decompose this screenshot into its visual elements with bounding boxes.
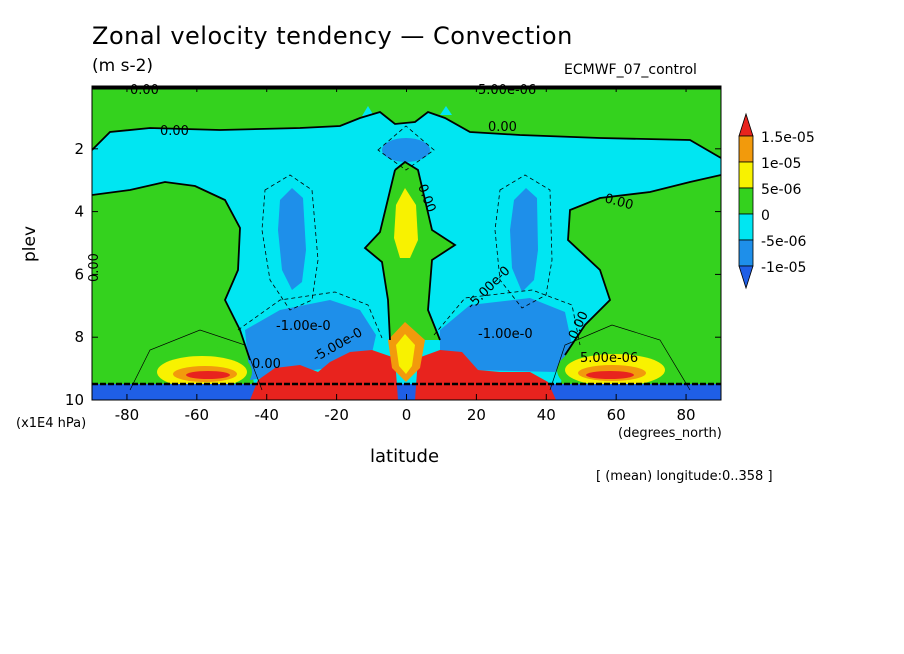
colorbar-segment xyxy=(738,213,754,241)
colorbar-segment xyxy=(738,161,754,189)
colorbar-bottom-arrow xyxy=(738,265,754,290)
x-tick-label: -80 xyxy=(115,406,140,424)
chart-title: Zonal velocity tendency — Convection xyxy=(92,22,573,50)
fill-blue-surface-band xyxy=(92,384,721,400)
x-tick-label: 20 xyxy=(467,406,486,424)
contour-label: 5.00e-06 xyxy=(478,83,536,98)
contour-line-zero-right xyxy=(564,174,721,356)
fill-blue-lower-right xyxy=(440,298,572,372)
contour-label: 0.00 xyxy=(488,120,517,135)
contour-line-zero-left xyxy=(92,181,251,361)
x-tick-label: -20 xyxy=(324,406,349,424)
fill-yellow-equator-bottom xyxy=(396,334,415,374)
x-tick-label: -60 xyxy=(185,406,210,424)
y-axis-ticks: 2 4 6 8 10 xyxy=(65,140,721,409)
fill-yellow-equatorial xyxy=(394,188,418,258)
contour-label: -1.00e-0 xyxy=(276,319,331,334)
x-axis-label: latitude xyxy=(370,446,440,467)
contour-line-pos-lower-left xyxy=(129,329,263,391)
fill-red-surface-center-right xyxy=(415,350,556,400)
contour-label: 0.00 xyxy=(130,83,159,98)
fill-green-right xyxy=(560,175,721,390)
y-axis-units: (x1E4 hPa) xyxy=(16,416,87,431)
contour-label: 0.00 xyxy=(603,191,635,213)
colorbar-label: 0 xyxy=(761,208,770,224)
fill-blue-left-column xyxy=(278,188,306,290)
fill-blue-upper-tropical xyxy=(382,138,430,162)
x-axis-units: (degrees_north) xyxy=(618,426,722,441)
contour-line-neg-lower-left xyxy=(237,291,383,339)
x-tick-label: 40 xyxy=(537,406,556,424)
contour-line-zero-upper xyxy=(92,110,721,159)
dataset-label: ECMWF_07_control xyxy=(564,62,697,78)
y-tick-label: 6 xyxy=(74,265,84,283)
contour-label: 5.00e-06 xyxy=(580,351,638,366)
chart-units: (m s-2) xyxy=(92,56,154,76)
x-tick-label: 80 xyxy=(677,406,696,424)
colorbar-label: 1.5e-05 xyxy=(761,130,815,146)
colorbar-segment xyxy=(738,135,754,163)
contour-label: 0.00 xyxy=(160,124,189,139)
contour-label: -1.00e-0 xyxy=(478,327,533,342)
colorbar-segment xyxy=(738,187,754,215)
colorbar-label: 5e-06 xyxy=(761,182,801,198)
contour-line-neg-lower-right xyxy=(433,289,581,346)
x-tick-label: 0 xyxy=(402,406,412,424)
fill-cyan-hole-1 xyxy=(362,106,374,116)
colorbar-label: -1e-05 xyxy=(761,260,806,276)
colorbar: 1.5e-05 1e-05 5e-06 0 -5e-06 -1e-05 xyxy=(738,112,815,290)
contour-label: 0.00 xyxy=(87,253,102,282)
contour-fills xyxy=(92,86,721,400)
colorbar-label: 1e-05 xyxy=(761,156,801,172)
y-tick-label: 8 xyxy=(74,328,84,346)
x-tick-label: 60 xyxy=(607,406,626,424)
contour-line-neg-right xyxy=(494,174,553,309)
contour-line-neg-upper xyxy=(377,125,435,171)
contour-line-zero-center xyxy=(363,160,457,341)
fill-blue-right-column xyxy=(510,188,538,292)
colorbar-segment xyxy=(738,239,754,267)
contour-line-pos-lower-right xyxy=(549,324,691,391)
colorbar-top-arrow xyxy=(738,112,754,137)
y-tick-label: 2 xyxy=(74,140,84,158)
colorbar-label: -5e-06 xyxy=(761,234,807,250)
fill-red-surface-left xyxy=(186,371,230,379)
y-tick-label: 10 xyxy=(65,391,84,409)
contour-line-neg-left xyxy=(261,174,319,311)
fill-green-left xyxy=(92,182,255,390)
x-axis-ticks: -80 -60 -40 -20 0 20 40 60 80 xyxy=(115,86,696,424)
x-tick-label: -40 xyxy=(254,406,279,424)
footnote: [ (mean) longitude:0..358 ] xyxy=(596,469,773,484)
fill-red-surface-center-left xyxy=(250,350,398,400)
y-tick-label: 4 xyxy=(74,203,84,221)
fill-red-surface-right xyxy=(586,371,634,379)
fill-cyan-hole-2 xyxy=(440,106,452,115)
contour-label: 0.00 xyxy=(252,357,281,372)
